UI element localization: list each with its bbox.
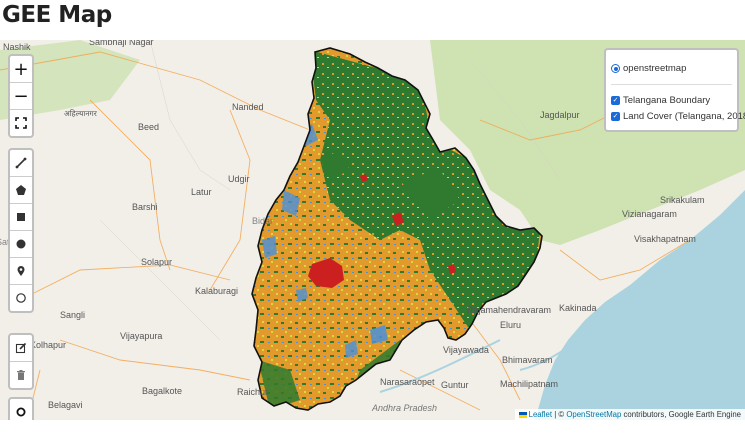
circle-outline-icon	[16, 293, 26, 303]
polyline-icon	[15, 157, 27, 169]
place-label: Udgir	[228, 174, 250, 184]
circle-icon	[16, 239, 26, 249]
place-label: Beed	[138, 122, 159, 132]
map-viewport[interactable]: Nashik Sambhaji Nagar अहिल्यानगर Nanded …	[0, 40, 745, 420]
place-label: Andhra Pradesh	[371, 403, 437, 413]
admin-lines	[99, 40, 561, 341]
place-label: Srikakulam	[660, 195, 705, 205]
square-icon	[17, 213, 25, 221]
attribution-text: contributors, Google Earth Engine	[623, 410, 741, 419]
place-label: Nanded	[232, 102, 264, 112]
draw-marker-button[interactable]	[10, 258, 32, 285]
place-label: Vizianagaram	[622, 209, 677, 219]
trash-icon	[17, 370, 25, 380]
place-label: Visakhapatnam	[634, 234, 696, 244]
overlay-option-boundary[interactable]: ✓ Telangana Boundary	[611, 95, 710, 106]
zoom-out-button[interactable]: −	[10, 83, 32, 110]
fullscreen-icon	[15, 117, 27, 129]
delete-layers-button[interactable]	[10, 362, 32, 388]
page-title: GEE Map	[2, 2, 112, 28]
place-label: Bhimavaram	[502, 355, 553, 365]
place-label: Machilipatnam	[500, 379, 558, 389]
place-label: Raichur	[237, 387, 268, 397]
pentagon-icon	[16, 185, 26, 195]
edit-toolbar	[8, 333, 34, 390]
map-attribution: Leaflet | © OpenStreetMap contributors, …	[514, 409, 745, 420]
leaflet-link[interactable]: Leaflet	[528, 410, 553, 419]
attribution-separator: | ©	[554, 410, 565, 419]
radio-selected-icon[interactable]	[611, 64, 620, 73]
edit-layers-button[interactable]	[10, 335, 32, 362]
place-label: Kolhapur	[30, 340, 66, 350]
layers-divider	[611, 84, 732, 85]
place-label: Solapur	[141, 257, 172, 267]
draw-circle-button[interactable]	[10, 231, 32, 258]
place-label: Barshi	[132, 202, 158, 212]
ukraine-flag-icon	[518, 411, 527, 418]
layers-control: openstreetmap ✓ Telangana Boundary ✓ Lan…	[604, 48, 745, 132]
base-layer-label: openstreetmap	[623, 63, 687, 74]
river	[519, 309, 611, 371]
osm-link[interactable]: OpenStreetMap	[566, 410, 622, 419]
draw-toolbar	[8, 148, 34, 313]
overlay-option-landcover[interactable]: ✓ Land Cover (Telangana, 2018)	[611, 111, 745, 122]
place-label: Rajamahendravaram	[467, 305, 551, 315]
checkbox-checked-icon[interactable]: ✓	[611, 112, 620, 121]
draw-polyline-button[interactable]	[10, 150, 32, 177]
draw-rectangle-button[interactable]	[10, 204, 32, 231]
checkbox-checked-icon[interactable]: ✓	[611, 96, 620, 105]
overlay-label: Land Cover (Telangana, 2018)	[623, 111, 745, 122]
zoom-in-button[interactable]: +	[10, 56, 32, 83]
forest-region	[0, 40, 140, 120]
place-label: Guntur	[441, 380, 469, 390]
place-label: Vijayawada	[443, 345, 489, 355]
search-icon	[16, 407, 26, 417]
search-location-button[interactable]	[10, 399, 32, 420]
bay-of-bengal	[535, 190, 745, 420]
base-layer-option[interactable]: openstreetmap	[611, 63, 686, 74]
edit-icon	[15, 342, 27, 354]
place-label: Bagalkote	[142, 386, 182, 396]
overlay-label: Telangana Boundary	[623, 95, 711, 106]
zoom-control: + −	[8, 54, 34, 138]
place-label: Jagdalpur	[540, 110, 580, 120]
place-label: Belagavi	[48, 400, 83, 410]
place-label: Sangli	[60, 310, 85, 320]
place-label: Nashik	[3, 42, 31, 52]
place-label: Latur	[191, 187, 212, 197]
draw-polygon-button[interactable]	[10, 177, 32, 204]
place-label: Sambhaji Nagar	[89, 40, 154, 47]
river	[379, 339, 501, 393]
place-label: Narasaraopet	[380, 377, 435, 387]
telangana-boundary	[251, 47, 543, 411]
search-control	[8, 397, 34, 420]
place-label: अहिल्यानगर	[64, 109, 98, 118]
place-label: Vijayapura	[120, 331, 162, 341]
fullscreen-button[interactable]	[10, 110, 32, 136]
marker-icon	[17, 266, 25, 276]
place-label: Bidar	[252, 216, 273, 226]
place-label: Eluru	[500, 320, 521, 330]
place-label: Kalaburagi	[195, 286, 238, 296]
place-label: Kakinada	[559, 303, 597, 313]
draw-circlemarker-button[interactable]	[10, 285, 32, 311]
